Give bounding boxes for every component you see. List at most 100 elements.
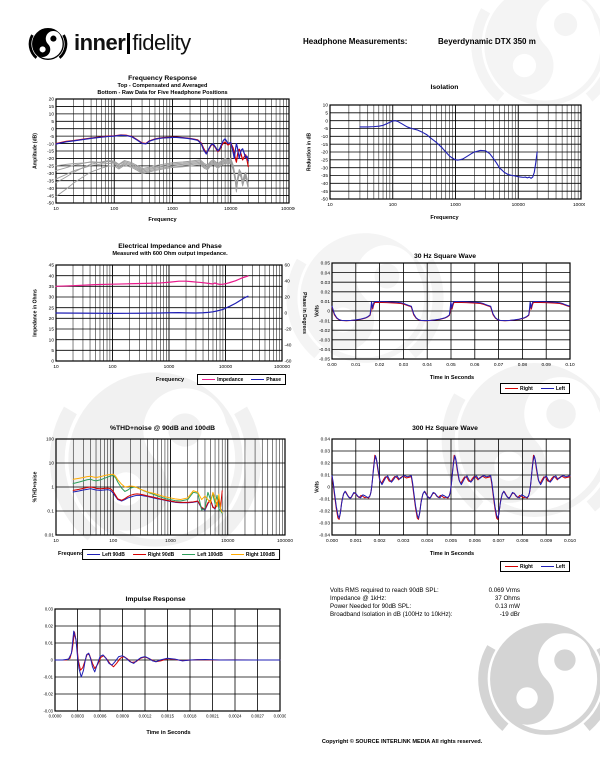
svg-text:Impedance in Ohms: Impedance in Ohms bbox=[33, 289, 39, 337]
chart-title: %THD+noise @ 90dB and 100dB bbox=[109, 425, 216, 432]
chart-30hz-square-wave: 30 Hz Square Wave 0.00 0.01 0.02 0.03 0.04 0.… bbox=[312, 243, 578, 394]
chart-title: Frequency Response bbox=[128, 75, 197, 82]
stat-value: -19 dBr bbox=[499, 611, 520, 618]
svg-text:10000: 10000 bbox=[224, 206, 238, 212]
legend-item: Left bbox=[540, 385, 565, 392]
legend-label: Left bbox=[555, 385, 565, 392]
svg-text:0.0003: 0.0003 bbox=[71, 714, 84, 719]
stat-label: Volts RMS required to reach 90dB SPL: bbox=[330, 587, 439, 594]
svg-text:25: 25 bbox=[49, 305, 55, 311]
svg-text:0.04: 0.04 bbox=[321, 437, 331, 443]
svg-text:0.05: 0.05 bbox=[446, 362, 456, 368]
legend: Right Left bbox=[500, 561, 570, 572]
svg-text:45: 45 bbox=[49, 263, 55, 269]
svg-text:40: 40 bbox=[285, 279, 291, 285]
svg-text:-5: -5 bbox=[324, 126, 329, 132]
chart-title: Isolation bbox=[430, 84, 459, 91]
isolation-plot: 101001000100001000001050-5-10-15-20-25-3… bbox=[307, 103, 586, 208]
x-axis-label: Time in Seconds bbox=[146, 730, 191, 736]
svg-text:0.01: 0.01 bbox=[321, 473, 331, 479]
svg-text:5: 5 bbox=[325, 111, 328, 117]
legend-label: Phase bbox=[266, 376, 281, 383]
svg-text:-40: -40 bbox=[47, 186, 54, 192]
svg-text:100: 100 bbox=[46, 437, 54, 443]
svg-text:0.03: 0.03 bbox=[399, 362, 409, 368]
svg-text:-10: -10 bbox=[47, 141, 54, 147]
svg-text:0.0027: 0.0027 bbox=[251, 714, 264, 719]
stat-label: Impedance @ 1kHz: bbox=[330, 595, 387, 602]
svg-text:-35: -35 bbox=[321, 173, 328, 179]
svg-text:0.007: 0.007 bbox=[493, 538, 505, 544]
legend-label: Right bbox=[520, 385, 533, 392]
svg-text:-0.04: -0.04 bbox=[319, 533, 330, 539]
stat-value: 0.13 mW bbox=[495, 603, 520, 610]
svg-text:0.00: 0.00 bbox=[327, 362, 337, 368]
svg-text:100000: 100000 bbox=[274, 364, 290, 370]
chart-300hz-square-wave: 300 Hz Square Wave 0.000 0.001 0.002 0.003 0… bbox=[312, 425, 578, 572]
svg-text:1: 1 bbox=[51, 485, 54, 491]
svg-text:0.01: 0.01 bbox=[351, 362, 361, 368]
chart-impedance-phase: Electrical Impedance and Phase Measured … bbox=[30, 243, 310, 385]
svg-text:100000: 100000 bbox=[277, 538, 293, 544]
chart-subtitle bbox=[304, 92, 585, 99]
legend-swatch-icon bbox=[182, 554, 196, 555]
svg-text:0.001: 0.001 bbox=[350, 538, 362, 544]
legend-item: Right 90dB bbox=[132, 551, 175, 558]
chart-isolation: Isolation 10 100 1000 10000 100000 10 50 -5 -10 -… bbox=[304, 75, 586, 221]
legend: Impedance Phase bbox=[197, 374, 286, 385]
thd-noise-plot: 10 100 1000 10000 100000 100 10 1 0.1 0.01 %THD+no… bbox=[33, 437, 294, 544]
legend-item: Left 90dB bbox=[87, 552, 125, 558]
legend-swatch-icon bbox=[540, 388, 554, 389]
legend-item: Right bbox=[505, 386, 533, 392]
svg-text:10: 10 bbox=[323, 103, 329, 109]
svg-text:0: 0 bbox=[327, 309, 330, 315]
svg-text:-50: -50 bbox=[321, 197, 328, 203]
innerfidelity-watermark-icon bbox=[478, 623, 600, 735]
device-name: Beyerdynamic DTX 350 m bbox=[438, 37, 536, 46]
svg-text:100: 100 bbox=[108, 364, 116, 370]
svg-text:1000: 1000 bbox=[167, 206, 178, 212]
svg-text:10: 10 bbox=[49, 461, 55, 467]
brand-bold: inner bbox=[74, 30, 126, 55]
svg-text:-50: -50 bbox=[47, 201, 54, 207]
svg-text:1000: 1000 bbox=[164, 364, 175, 370]
legend-label: Impedance bbox=[217, 376, 244, 383]
legend-swatch-icon bbox=[505, 388, 519, 389]
svg-text:0.05: 0.05 bbox=[321, 261, 331, 267]
svg-text:0.0030: 0.0030 bbox=[274, 714, 286, 719]
svg-text:-40: -40 bbox=[321, 181, 328, 187]
svg-text:10: 10 bbox=[53, 206, 59, 212]
svg-text:20: 20 bbox=[285, 295, 291, 301]
x-axis-label: Frequency bbox=[148, 217, 177, 223]
svg-text:0.02: 0.02 bbox=[321, 461, 331, 467]
svg-text:-20: -20 bbox=[285, 327, 292, 333]
svg-text:Phase in Degrees: Phase in Degrees bbox=[301, 292, 307, 334]
legend-swatch-icon bbox=[505, 566, 519, 567]
svg-text:0.003: 0.003 bbox=[397, 538, 409, 544]
svg-text:-15: -15 bbox=[321, 142, 328, 148]
legend-label: Right 90dB bbox=[147, 551, 175, 558]
svg-text:0.02: 0.02 bbox=[45, 624, 54, 629]
svg-text:0.03: 0.03 bbox=[321, 449, 331, 455]
svg-text:-0.03: -0.03 bbox=[319, 338, 330, 344]
svg-text:-5: -5 bbox=[50, 134, 55, 140]
x-axis-label: Frequency bbox=[155, 377, 185, 383]
stat-label: Broadband Isolation in dB (100Hz to 10kH… bbox=[330, 611, 453, 618]
svg-text:0.02: 0.02 bbox=[321, 290, 331, 296]
svg-text:-0.05: -0.05 bbox=[319, 357, 330, 363]
svg-text:0.01: 0.01 bbox=[45, 641, 54, 646]
stat-row: Broadband Isolation in dB (100Hz to 10kH… bbox=[330, 611, 520, 619]
svg-text:1000: 1000 bbox=[165, 538, 176, 544]
x-axis-label: Time in Seconds bbox=[429, 551, 475, 557]
svg-text:-0.01: -0.01 bbox=[319, 318, 330, 324]
svg-text:0.10: 0.10 bbox=[565, 362, 575, 368]
legend-item: Right 100dB bbox=[230, 552, 275, 558]
legend-item: Left bbox=[540, 564, 565, 570]
svg-text:0.03: 0.03 bbox=[321, 280, 331, 286]
svg-text:100: 100 bbox=[110, 206, 118, 212]
stat-row: Power Needed for 90dB SPL: 0.13 mW bbox=[330, 603, 520, 611]
chart-thd-noise: %THD+noise @ 90dB and 100dB 10 100 1000 100… bbox=[30, 425, 295, 560]
svg-text:15: 15 bbox=[49, 327, 55, 333]
svg-text:-0.03: -0.03 bbox=[319, 521, 330, 527]
chart-subtitle: Top - Compensated and Averaged bbox=[117, 83, 208, 89]
